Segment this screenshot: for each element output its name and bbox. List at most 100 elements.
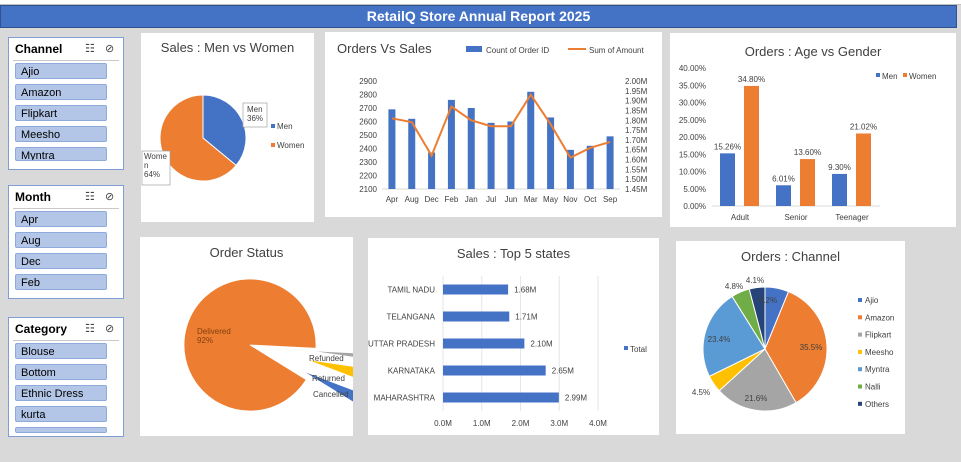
y-tick-label: 2600 (359, 118, 377, 127)
data-label: 13.60% (794, 148, 821, 157)
legend-swatch-women (271, 143, 275, 147)
y-tick-label: 35.00% (679, 81, 706, 90)
data-label: 9.30% (828, 163, 851, 172)
slicer-item-apr[interactable]: Apr (15, 211, 107, 227)
y-tick-label: 2200 (359, 172, 377, 181)
y2-tick-label: 1.75M (625, 126, 648, 135)
legend-swatch-amazon (858, 315, 862, 320)
legend-swatch-count (466, 46, 482, 52)
legend-label-myntra: Myntra (865, 365, 890, 374)
pie-slice-men (202, 94, 247, 167)
slicer-item-feb[interactable]: Feb (15, 274, 107, 290)
bar-senior-women (800, 159, 815, 206)
legend-label-meesho: Meesho (865, 348, 894, 357)
age-gender-panel: Orders : Age vs Gender 0.00% 5.00% 10.00% 1… (670, 33, 956, 227)
legend-label-amount: Sum of Amount (589, 46, 644, 55)
data-label: 21.02% (850, 122, 877, 131)
legend-swatch-men (271, 124, 275, 128)
legend-swatch-flipkart (858, 332, 862, 337)
category-slicer[interactable]: Category ☷ ⊘ Blouse Bottom Ethnic Dress … (8, 317, 124, 437)
legend-label-others: Others (865, 400, 889, 409)
x-tick-label: Senior (784, 213, 807, 222)
y-tick-label: 2500 (359, 131, 377, 140)
bar-nov (566, 149, 574, 189)
data-label-flipkart: 21.6% (745, 394, 768, 403)
spreadsheet-column-strip (0, 0, 961, 5)
clear-filter-icon[interactable]: ⊘ (105, 43, 115, 55)
data-label-ajio: 6.2% (759, 296, 777, 305)
slicer-item-aug[interactable]: Aug (15, 232, 107, 248)
men-women-pie-chart: Men 36% Wome n 64% Men Women (141, 94, 304, 186)
x-tick-label: 0.0M (434, 419, 452, 428)
x-tick-label: Aug (405, 195, 419, 204)
legend-swatch-total (624, 346, 628, 350)
bar-teenager-women (856, 133, 871, 206)
legend-swatch-nalli (858, 384, 862, 389)
x-tick-label: Dec (424, 195, 438, 204)
y2-tick-label: 1.70M (625, 136, 648, 145)
legend-swatch-meesho (858, 349, 862, 354)
slicer-title: Category (15, 322, 68, 336)
top-states-panel: Sales : Top 5 states 0.0M 1.0M 2.0M 3.0M 4.0… (368, 238, 659, 435)
data-label-myntra: 23.4% (708, 335, 731, 344)
data-label-women: Wome n 64% (144, 152, 168, 179)
data-label-refunded: Refunded (309, 354, 344, 363)
month-slicer[interactable]: Month ☷ ⊘ Apr Aug Dec Feb (8, 185, 124, 299)
slicer-item-bottom[interactable]: Bottom (15, 364, 107, 380)
legend-swatch-women (903, 73, 907, 77)
clear-filter-icon[interactable]: ⊘ (105, 191, 115, 203)
order-status-panel: Order Status Delivered 92% Refunded Returne… (140, 237, 353, 436)
y-tick-label: 2900 (359, 77, 377, 86)
y-tick-label: 10.00% (679, 168, 706, 177)
slicer-divider (13, 60, 119, 61)
slicer-item-meesho[interactable]: Meesho (15, 126, 107, 142)
slicer-item-amazon[interactable]: Amazon (15, 84, 107, 100)
report-title-banner: RetailQ Store Annual Report 2025 (0, 5, 957, 28)
legend-label-women: Women (277, 141, 304, 150)
slicer-item-dec[interactable]: Dec (15, 253, 107, 269)
clear-filter-icon[interactable]: ⊘ (105, 323, 115, 335)
data-label-men: Men 36% (247, 105, 263, 123)
slicer-divider (13, 208, 119, 209)
multi-select-icon[interactable]: ☷ (85, 323, 95, 335)
bar-jul (487, 122, 495, 189)
slicer-title: Month (15, 190, 51, 204)
slicer-item-myntra[interactable]: Myntra (15, 147, 107, 161)
multi-select-icon[interactable]: ☷ (85, 191, 95, 203)
orders-sales-combo-chart: 2100 2200 2300 2400 2500 2600 2700 2800 2900 1.45… (359, 46, 648, 204)
bar-tamil-nadu (443, 284, 509, 295)
y-tick-label: 25.00% (679, 116, 706, 125)
bar-uttar-pradesh (443, 338, 525, 349)
bar-adult-men (720, 153, 735, 206)
data-label-meesho: 4.5% (692, 388, 710, 397)
y2-tick-label: 1.65M (625, 146, 648, 155)
pie-slice-delivered (183, 278, 317, 412)
slicer-item-blouse[interactable]: Blouse (15, 343, 107, 359)
channel-slicer[interactable]: Channel ☷ ⊘ Ajio Amazon Flipkart Meesho … (8, 37, 124, 170)
slicer-item-partial[interactable] (15, 427, 107, 433)
x-tick-label: May (543, 195, 558, 204)
slicer-item-ethnic-dress[interactable]: Ethnic Dress (15, 385, 107, 401)
y2-tick-label: 1.90M (625, 97, 648, 106)
y2-tick-label: 2.00M (625, 77, 648, 86)
channel-pie-chart: 6.2% 35.5% 21.6% 4.5% 23.4% 4.8%4.1% Ajio Amazo… (692, 276, 894, 412)
y-tick-label: 0.00% (683, 202, 706, 211)
y-tick-label: KARNATAKA (388, 367, 436, 376)
legend-label-men: Men (882, 72, 898, 81)
legend-label-women: Women (909, 72, 936, 81)
x-tick-label: 2.0M (512, 419, 530, 428)
x-tick-label: Oct (584, 195, 597, 204)
bar-mar (527, 91, 535, 189)
y-tick-label: 2800 (359, 91, 377, 100)
slicer-item-ajio[interactable]: Ajio (15, 63, 107, 79)
legend-swatch-others (858, 401, 862, 406)
multi-select-icon[interactable]: ☷ (85, 43, 95, 55)
x-tick-label: 1.0M (473, 419, 491, 428)
bar-dec (428, 152, 436, 189)
slicer-item-kurta[interactable]: kurta (15, 406, 107, 422)
y2-tick-label: 1.80M (625, 116, 648, 125)
legend-label-total: Total (630, 345, 647, 354)
slicer-item-flipkart[interactable]: Flipkart (15, 105, 107, 121)
data-label-cancelled: Cancelled (313, 390, 349, 399)
y2-tick-label: 1.95M (625, 87, 648, 96)
